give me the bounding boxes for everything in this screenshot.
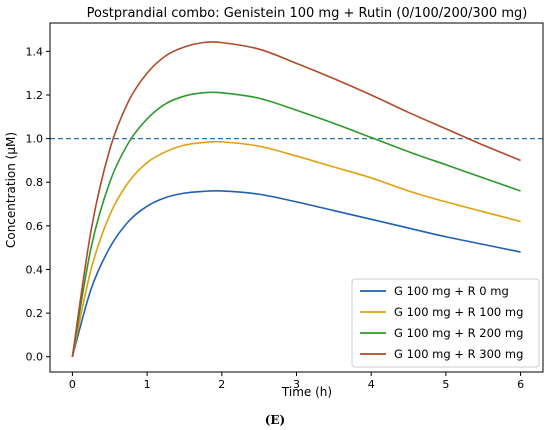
- legend: G 100 mg + R 0 mg G 100 mg + R 100 mg G 10…: [351, 278, 540, 368]
- x-tick-label: 2: [218, 378, 225, 391]
- figure-caption: (E): [265, 413, 286, 427]
- y-tick-label: 0.2: [26, 307, 44, 320]
- chart-title: Postprandial combo: Genistein 100 mg + R…: [87, 6, 528, 21]
- x-tick-label: 3: [293, 378, 300, 391]
- legend-box: [351, 278, 540, 368]
- x-tick-label: 6: [517, 378, 524, 391]
- x-axis-label: Time (h): [281, 385, 332, 399]
- x-tick-label: 5: [442, 378, 449, 391]
- x-tick-label: 0: [69, 378, 76, 391]
- y-tick-label: 1.0: [26, 133, 44, 146]
- y-tick-label: 1.2: [26, 89, 44, 102]
- series-line-4: [71, 41, 521, 357]
- y-tick-label: 1.4: [26, 45, 44, 58]
- plot-area: [49, 22, 544, 373]
- legend-label-3: G 100 mg + R 200 mg: [394, 326, 523, 340]
- x-tick-label: 4: [368, 378, 375, 391]
- y-tick-label: 0.8: [26, 176, 44, 189]
- series-line-3: [71, 91, 521, 357]
- x-axis: 0 1 2 3 4 5 6: [69, 372, 524, 391]
- y-tick-label: 0.4: [26, 263, 44, 276]
- legend-label-2: G 100 mg + R 100 mg: [394, 305, 523, 319]
- series-line-1: [71, 189, 521, 357]
- series-line-2: [71, 140, 521, 357]
- legend-label-1: G 100 mg + R 0 mg: [394, 284, 509, 298]
- y-axis-label: Concentration (µM): [4, 132, 18, 248]
- y-tick-label: 0.6: [26, 220, 44, 233]
- y-axis: 0.0 0.2 0.4 0.6 0.8 1.0 1.2 1.4: [26, 45, 50, 364]
- y-tick-label: 0.0: [26, 351, 44, 364]
- legend-label-4: G 100 mg + R 300 mg: [394, 347, 523, 361]
- x-tick-label: 1: [144, 378, 151, 391]
